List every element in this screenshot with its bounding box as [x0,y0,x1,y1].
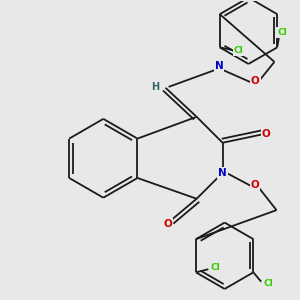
Text: N: N [218,168,227,178]
Text: H: H [152,82,160,92]
Text: O: O [163,219,172,229]
Text: O: O [251,76,260,86]
Text: O: O [261,129,270,140]
Text: Cl: Cl [234,46,243,55]
Text: Cl: Cl [210,263,220,272]
Text: O: O [250,180,259,190]
Text: Cl: Cl [277,28,287,37]
Text: N: N [214,61,223,71]
Text: Cl: Cl [263,279,273,288]
